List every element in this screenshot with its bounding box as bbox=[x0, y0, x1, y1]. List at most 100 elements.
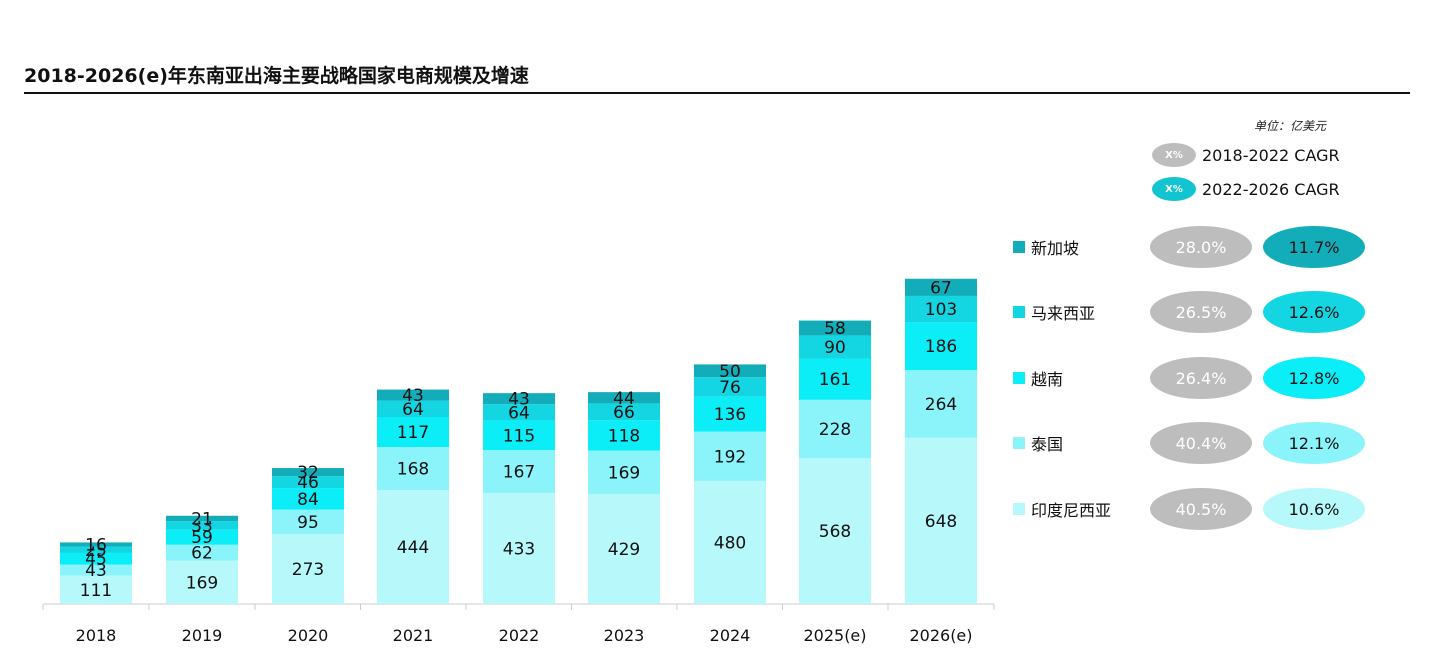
legend-label: 印度尼西亚 bbox=[1031, 501, 1112, 520]
bar-segment bbox=[694, 364, 766, 378]
bar-segment bbox=[694, 377, 766, 397]
bar-segment bbox=[799, 335, 871, 359]
bar-segment bbox=[166, 521, 238, 530]
bar-segment bbox=[799, 458, 871, 604]
bar-segment bbox=[60, 552, 132, 565]
bar-segment bbox=[905, 437, 977, 604]
bar-segment bbox=[272, 468, 344, 477]
cagr-2018-2022-value: 40.4% bbox=[1150, 422, 1252, 464]
bar-segment bbox=[588, 392, 660, 404]
cagr-2018-2022-value: 40.5% bbox=[1150, 488, 1252, 530]
bar-segment bbox=[166, 544, 238, 561]
x-tick-label: 2024 bbox=[710, 626, 751, 645]
unit-label: 单位：亿美元 bbox=[1254, 119, 1327, 133]
data-label: 648 bbox=[925, 512, 957, 532]
data-label: 44 bbox=[613, 389, 635, 409]
data-label: 115 bbox=[503, 426, 535, 446]
bar-segment bbox=[799, 399, 871, 459]
data-label: 186 bbox=[925, 337, 957, 357]
legend-swatch bbox=[1013, 503, 1025, 515]
x-tick-label: 2021 bbox=[393, 626, 434, 645]
x-tick-label: 2020 bbox=[288, 626, 329, 645]
data-label: 264 bbox=[925, 395, 957, 415]
cagr-key-2018-2022: X% 2018-2022 CAGR bbox=[1152, 142, 1340, 168]
data-label: 169 bbox=[186, 573, 218, 593]
data-label: 66 bbox=[613, 403, 635, 423]
x-tick-label: 2023 bbox=[604, 626, 645, 645]
data-label: 16 bbox=[85, 535, 107, 555]
legend-item: 新加坡 bbox=[1013, 235, 1079, 259]
bar-segment bbox=[905, 370, 977, 438]
legend-item: 马来西亚 bbox=[1013, 300, 1095, 324]
cagr-key-badge: X% bbox=[1152, 143, 1196, 167]
bar-segment bbox=[272, 509, 344, 534]
bar-segment bbox=[60, 542, 132, 547]
data-label: 90 bbox=[824, 338, 846, 358]
cagr-2018-2022-value: 26.4% bbox=[1150, 357, 1252, 399]
bar-segment bbox=[272, 488, 344, 510]
bar-segment bbox=[377, 447, 449, 491]
legend-swatch bbox=[1013, 241, 1025, 253]
data-label: 58 bbox=[824, 319, 846, 339]
legend-item: 越南 bbox=[1013, 366, 1063, 390]
data-label: 64 bbox=[402, 400, 424, 420]
bar-segment bbox=[588, 403, 660, 421]
bar-segment bbox=[377, 389, 449, 401]
legend-item: 泰国 bbox=[1013, 431, 1063, 455]
cagr-2022-2026-value: 10.6% bbox=[1263, 488, 1365, 530]
data-label: 46 bbox=[297, 473, 319, 493]
bar-segment bbox=[166, 515, 238, 522]
data-label: 103 bbox=[925, 300, 957, 320]
x-tick-label: 2025(e) bbox=[803, 626, 866, 645]
bar-segment bbox=[483, 420, 555, 451]
cagr-2022-2026-value: 12.6% bbox=[1263, 291, 1365, 333]
bar-segment bbox=[166, 560, 238, 604]
legend-label: 泰国 bbox=[1031, 435, 1064, 454]
cagr-2022-2026-value: 12.8% bbox=[1263, 357, 1365, 399]
legend-swatch bbox=[1013, 372, 1025, 384]
title-divider bbox=[24, 92, 1410, 94]
data-label: 67 bbox=[930, 278, 952, 298]
data-label: 228 bbox=[819, 420, 851, 440]
x-tick-label: 2019 bbox=[182, 626, 223, 645]
legend-label: 新加坡 bbox=[1031, 239, 1080, 258]
bar-segment bbox=[694, 480, 766, 604]
data-label: 21 bbox=[191, 509, 213, 529]
cagr-key-badge: X% bbox=[1152, 177, 1196, 201]
data-label: 168 bbox=[397, 460, 429, 480]
bar-segment bbox=[377, 490, 449, 604]
x-tick-label: 2022 bbox=[499, 626, 540, 645]
legend-item: 印度尼西亚 bbox=[1013, 497, 1111, 521]
bar-segment bbox=[905, 295, 977, 323]
data-label: 43 bbox=[402, 386, 424, 406]
bar-segment bbox=[377, 417, 449, 448]
bar-segment bbox=[483, 492, 555, 604]
cagr-key-label: 2022-2026 CAGR bbox=[1202, 179, 1340, 199]
cagr-key-2022-2026: X% 2022-2026 CAGR bbox=[1152, 176, 1340, 202]
data-label: 444 bbox=[397, 538, 429, 558]
data-label: 62 bbox=[191, 544, 213, 564]
data-label: 192 bbox=[714, 447, 746, 467]
bar-segment bbox=[694, 431, 766, 481]
data-label: 117 bbox=[397, 423, 429, 443]
bar-segment bbox=[483, 404, 555, 421]
data-label: 59 bbox=[191, 528, 213, 548]
data-label: 273 bbox=[292, 560, 324, 580]
bar-segment bbox=[799, 358, 871, 400]
x-tick-label: 2018 bbox=[76, 626, 117, 645]
bar-segment bbox=[272, 533, 344, 604]
data-label: 136 bbox=[714, 405, 746, 425]
bar-segment bbox=[377, 400, 449, 418]
legend-label: 越南 bbox=[1031, 370, 1064, 389]
data-label: 76 bbox=[719, 378, 741, 398]
data-label: 64 bbox=[508, 403, 530, 423]
data-label: 33 bbox=[191, 516, 213, 536]
legend-label: 马来西亚 bbox=[1031, 304, 1096, 323]
bar-segment bbox=[60, 575, 132, 604]
data-label: 50 bbox=[719, 362, 741, 382]
data-label: 111 bbox=[80, 581, 112, 601]
data-label: 84 bbox=[297, 490, 319, 510]
data-label: 118 bbox=[608, 426, 640, 446]
bar-segment bbox=[60, 564, 132, 576]
data-label: 45 bbox=[85, 550, 107, 570]
